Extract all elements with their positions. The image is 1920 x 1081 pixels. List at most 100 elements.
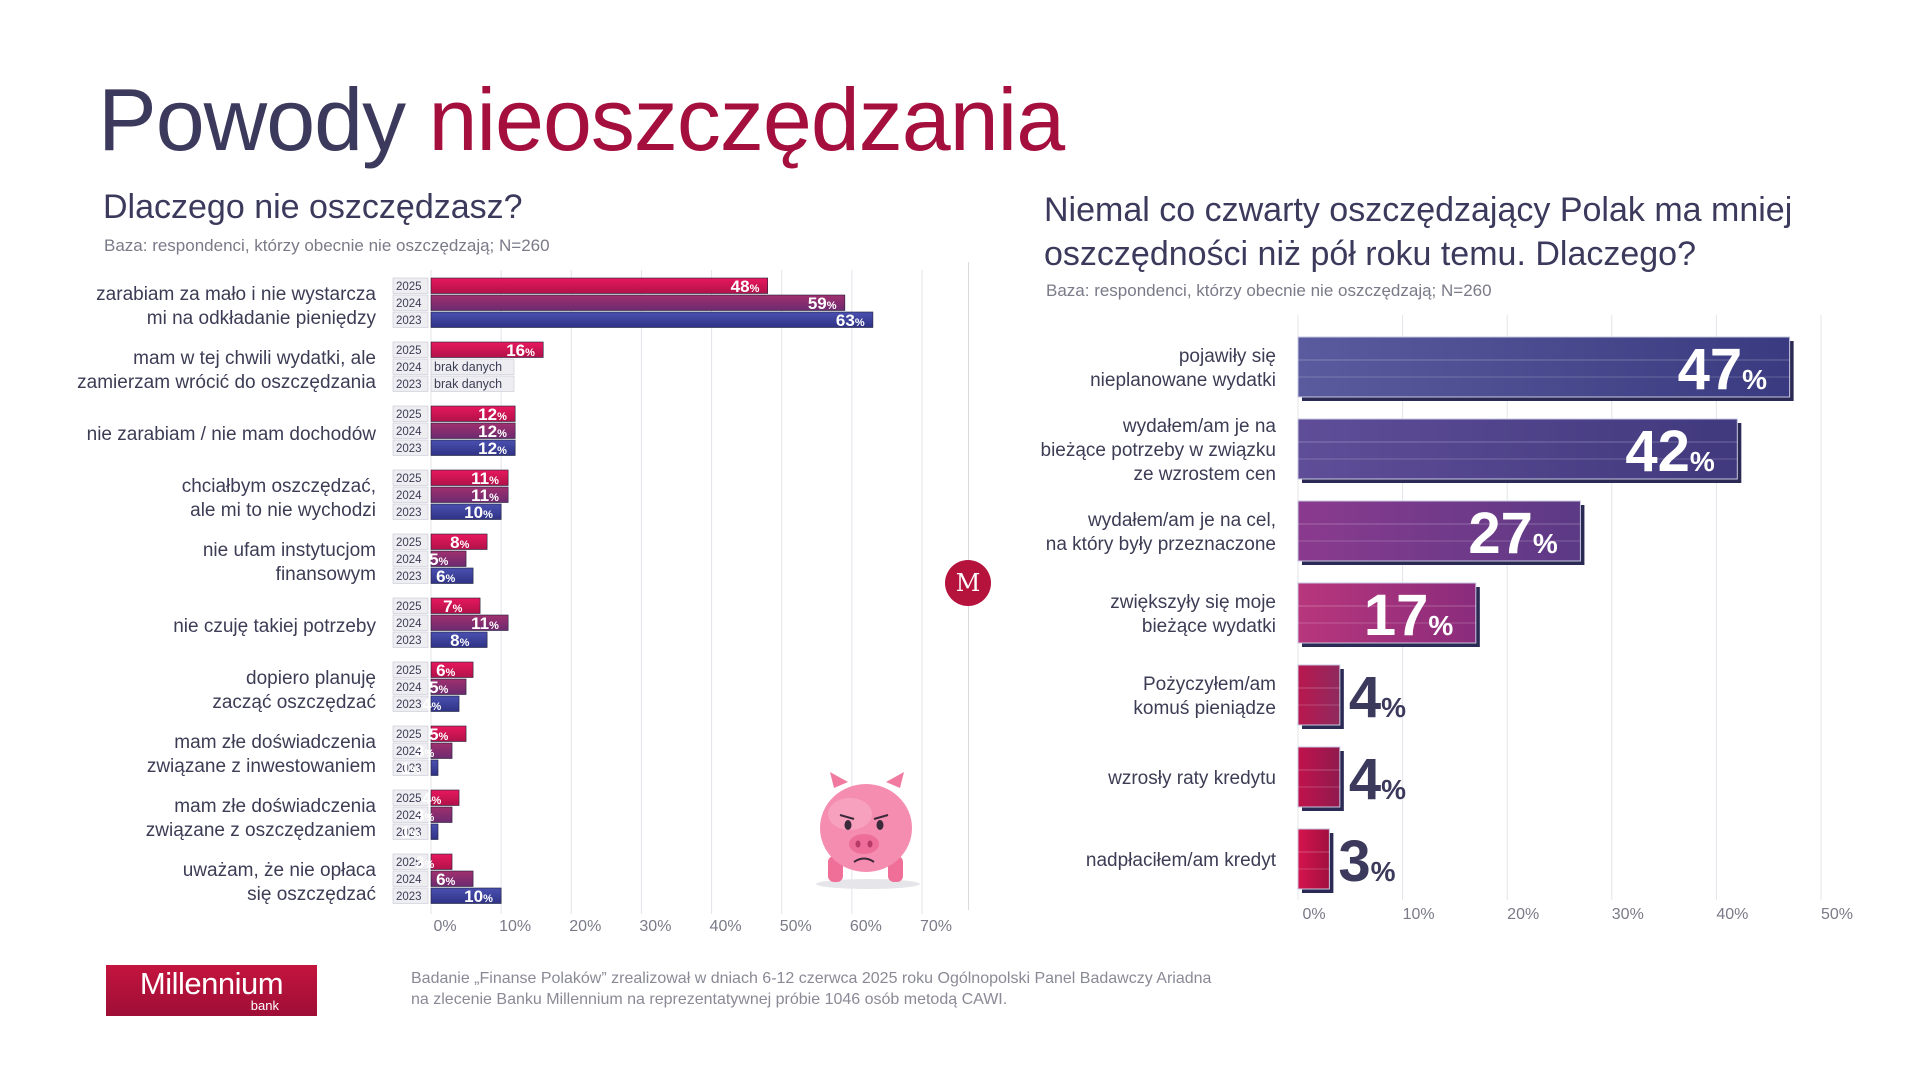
left-bar-value: 3% [415,853,434,872]
left-year-tab [392,567,429,584]
left-year-label: 2023 [396,315,422,327]
left-year-tab [392,277,429,294]
right-category-label: wydałem/am je na cel, [1087,510,1276,531]
right-category-label: zwiększyły się moje [1110,592,1276,613]
left-bar-value: 5% [429,678,448,697]
left-year-tab [392,341,429,358]
left-bar-value: 12% [478,405,507,424]
left-bar-value: 59% [808,294,837,313]
left-bar [430,678,467,695]
left-bar-value: 6% [436,661,455,680]
right-bar [1297,746,1341,808]
left-year-label: 2023 [396,379,422,391]
left-bar-value: 16% [506,341,535,360]
left-bar [430,533,488,550]
title-part-2: nieoszczędzania [428,70,1066,169]
left-bar-value: 1% [401,759,420,778]
left-year-tab [392,294,429,311]
left-bar-value: 6% [436,567,455,586]
left-bar [430,277,768,294]
left-bar-value: 4% [422,789,441,808]
left-bar-value: 7% [443,597,462,616]
left-bar [430,550,467,567]
left-year-label: 2024 [396,874,422,886]
left-category-label: chciałbym oszczędzać, [182,476,376,497]
right-category-label: wzrosły raty kredytu [1107,768,1276,789]
left-year-tab [392,759,429,776]
left-year-label: 2024 [396,426,422,438]
left-x-tick-label: 60% [850,918,882,935]
left-year-tab [392,469,429,486]
right-category-label: wydałem/am je na [1122,416,1277,437]
left-missing-label: brak danych [434,377,502,391]
left-bar [430,631,488,648]
right-category-label: komuś pieniądze [1133,698,1276,719]
left-year-tab [392,695,429,712]
right-bar-value: 27% [1468,501,1558,566]
left-bar [430,567,474,584]
right-chart-base-note: Baza: respondenci, którzy obecnie nie os… [1046,281,1492,300]
left-bar [430,853,453,870]
left-year-label: 2024 [396,554,422,566]
left-bar-value: 3% [415,742,434,761]
left-category-label: nie zarabiam / nie mam dochodów [87,424,377,445]
right-x-tick-label: 0% [1302,906,1325,923]
left-bar [430,422,516,439]
right-category-label: bieżące potrzeby w związku [1041,440,1277,461]
millennium-emblem-icon: M [945,560,991,606]
left-missing-label: brak danych [434,360,502,374]
right-bar-value: 4% [1349,665,1406,730]
left-category-label: zarabiam za mało i nie wystarcza [96,284,376,305]
right-category-label: na który były przeznaczone [1046,534,1276,555]
left-category-label: mam złe doświadczenia [174,796,376,817]
left-bar [430,341,544,358]
left-bar [430,742,453,759]
left-category-label: mam w tej chwili wydatki, ale [133,348,376,369]
left-bar [430,503,502,520]
left-bar-value: 1% [401,823,420,842]
right-x-tick-label: 10% [1403,906,1435,923]
left-year-tab [392,870,429,887]
left-year-label: 2025 [396,857,422,869]
left-year-tab [392,405,429,422]
left-bar [430,870,474,887]
left-year-label: 2023 [396,443,422,455]
left-year-tab [392,550,429,567]
right-category-label: Pożyczyłem/am [1143,674,1276,695]
left-year-tab [392,533,429,550]
left-x-tick-label: 30% [639,918,671,935]
left-year-label: 2024 [396,682,422,694]
left-category-label: nie ufam instytucjom [203,540,376,561]
left-year-tab [392,823,429,840]
left-year-label: 2024 [396,810,422,822]
left-year-tab [392,597,429,614]
left-year-label: 2025 [396,473,422,485]
left-year-label: 2025 [396,793,422,805]
left-bar [430,695,460,712]
left-category-label: ale mi to nie wychodzi [190,500,376,521]
left-bar [430,294,846,311]
left-bar-value: 5% [429,550,448,569]
right-category-label: nieplanowane wydatki [1090,370,1276,391]
left-chart-base-note: Baza: respondenci, którzy obecnie nie os… [104,236,550,255]
left-bar-value: 6% [436,870,455,889]
right-bar [1297,664,1341,726]
left-year-label: 2025 [396,281,422,293]
left-bar-value: 12% [478,439,507,458]
left-year-tab [392,742,429,759]
left-year-label: 2023 [396,635,422,647]
left-chart-title: Dlaczego nie oszczędzasz? [103,188,523,226]
left-category-label: finansowym [276,564,376,585]
left-bar [430,405,516,422]
left-year-tab [392,503,429,520]
right-bar-value: 17% [1364,583,1454,648]
left-category-label: nie czuję takiej potrzeby [173,616,376,637]
left-x-tick-label: 20% [569,918,601,935]
left-bar-value: 4% [422,695,441,714]
left-year-label: 2023 [396,507,422,519]
left-category-label: związane z inwestowaniem [147,756,376,777]
right-category-label: pojawiły się [1179,346,1276,367]
left-year-tab [392,631,429,648]
left-bar-value: 63% [836,311,865,330]
